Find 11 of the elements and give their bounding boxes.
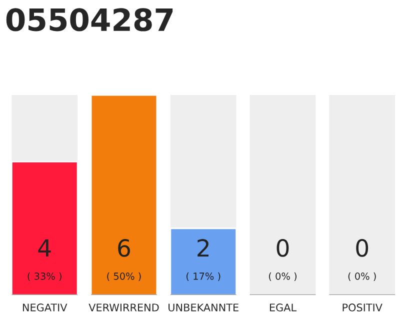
chart-title: 05504287 bbox=[6, 8, 173, 32]
x-tick-label: NEGATIV bbox=[22, 304, 68, 312]
data-label: 0 ( 0% ) bbox=[348, 239, 376, 282]
data-label: 2 ( 17% ) bbox=[186, 239, 220, 282]
x-tick-label: UNBEKANNTE bbox=[168, 304, 238, 312]
x-tick-label: POSITIV bbox=[342, 304, 382, 312]
data-label: 6 ( 50% ) bbox=[107, 239, 141, 282]
data-label: 4 ( 33% ) bbox=[28, 239, 62, 282]
data-label: 0 ( 0% ) bbox=[268, 239, 296, 282]
x-tick-label: VERWIRREND bbox=[88, 304, 159, 312]
x-tick-label: EGAL bbox=[270, 304, 296, 312]
